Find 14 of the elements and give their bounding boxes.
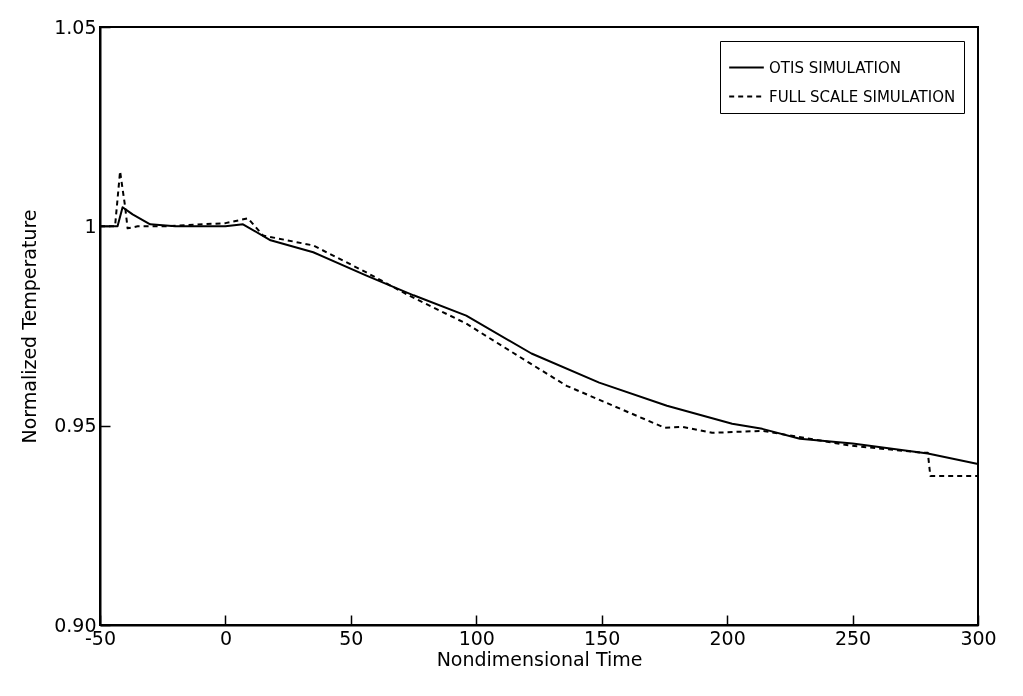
x-tick-label: 0	[219, 626, 232, 649]
y-tick-label: 1.05	[54, 15, 97, 38]
legend-label: FULL SCALE SIMULATION	[769, 87, 956, 106]
x-tick-label: 300	[960, 626, 997, 649]
x-axis-title: Nondimensional Time	[436, 647, 643, 670]
y-tick-label: 0.95	[54, 414, 97, 437]
x-tick-label: 200	[709, 626, 746, 649]
legend-label: OTIS SIMULATION	[769, 58, 901, 77]
x-tick-label: 50	[339, 626, 364, 649]
y-axis-title: Normalized Temperature	[18, 209, 41, 444]
x-tick-label: 150	[584, 626, 621, 649]
x-tick-label: 250	[834, 626, 872, 649]
y-tick-label: 1	[84, 214, 97, 237]
x-tick-label: 100	[458, 626, 495, 649]
